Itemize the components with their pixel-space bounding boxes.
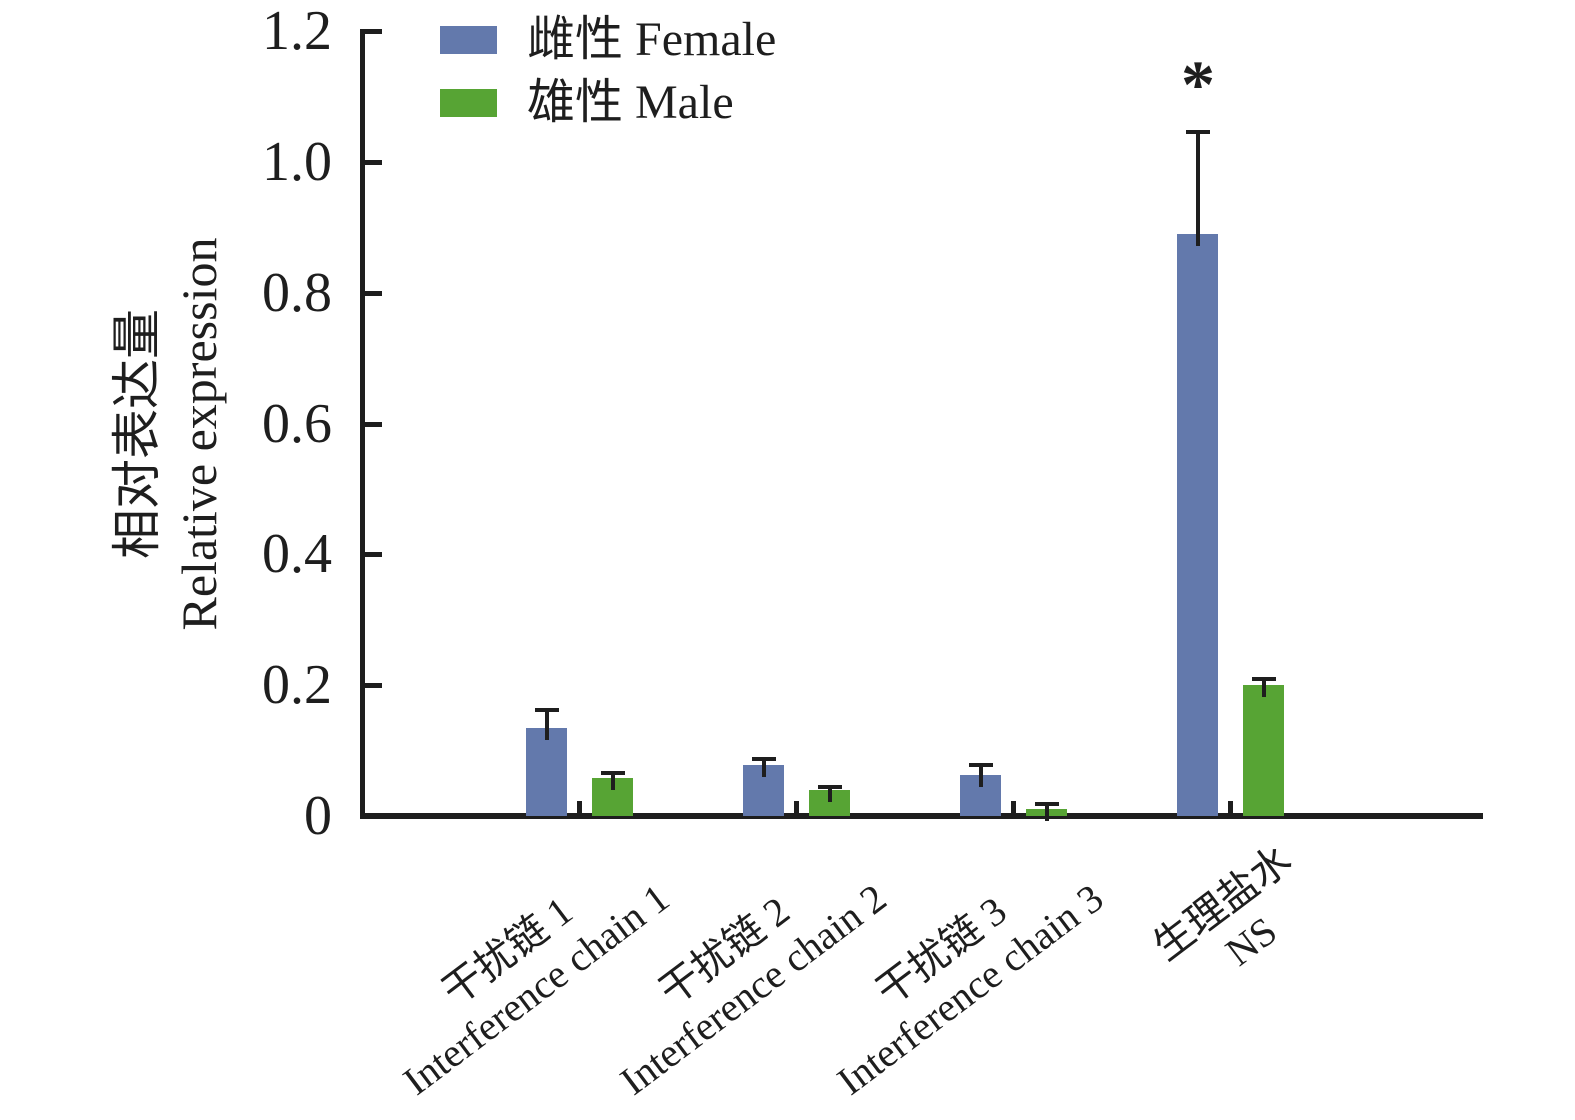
y-tick [365, 159, 382, 165]
legend-label-female: 雌性 Female [527, 13, 777, 66]
y-tick-label: 0.2 [262, 654, 332, 717]
y-axis-title-zh: 相对表达量 [109, 309, 165, 559]
bar-female-4 [1177, 234, 1218, 816]
y-tick [365, 552, 382, 558]
error-bar-line [978, 764, 983, 787]
error-bar-cap [1034, 802, 1059, 807]
y-tick-label: 1.0 [262, 130, 332, 193]
error-bar-line [610, 772, 615, 790]
y-tick-label: 0.4 [262, 523, 332, 586]
y-tick-label: 0 [304, 785, 332, 847]
legend: 雌性 Female 雄性 Male [440, 16, 776, 148]
y-axis-title-en: Relative expression [171, 237, 227, 631]
x-tick [577, 801, 582, 814]
y-tick-label: 1.2 [262, 0, 332, 62]
category-label-4: 生理盐水 NS [1144, 836, 1330, 1009]
y-tick [365, 29, 382, 34]
error-bar-line [544, 710, 549, 740]
error-bar-cap [1185, 130, 1210, 135]
legend-swatch-male [440, 89, 497, 117]
y-axis-title: 相对表达量 Relative expression [106, 0, 230, 934]
error-bar-line [761, 759, 766, 777]
error-bar-line [1261, 678, 1266, 697]
y-tick-label: 0.6 [262, 392, 332, 455]
y-tick [365, 290, 382, 296]
error-bar-line [1044, 804, 1049, 821]
y-tick-label: 0.8 [262, 261, 332, 324]
y-axis-line [360, 29, 365, 818]
error-bar-cap [600, 770, 625, 775]
x-tick [794, 801, 799, 814]
y-tick [365, 421, 382, 427]
legend-swatch-female [440, 26, 497, 54]
y-tick [365, 683, 382, 689]
error-bar-cap [1251, 676, 1276, 681]
bar-female-1 [526, 728, 567, 816]
legend-label-male: 雄性 Male [527, 76, 734, 129]
error-bar-line [1195, 132, 1200, 246]
error-bar-cap [751, 757, 776, 762]
legend-item-male: 雄性 Male [440, 79, 776, 127]
x-tick [1228, 801, 1233, 814]
significance-asterisk: * [1181, 46, 1215, 122]
bar-male-4 [1243, 685, 1284, 816]
error-bar-cap [534, 708, 559, 713]
error-bar-line [827, 787, 832, 802]
error-bar-cap [968, 762, 993, 767]
legend-item-female: 雌性 Female [440, 16, 776, 64]
x-tick [1011, 801, 1016, 814]
x-axis-line [360, 813, 1483, 819]
error-bar-cap [817, 785, 842, 790]
